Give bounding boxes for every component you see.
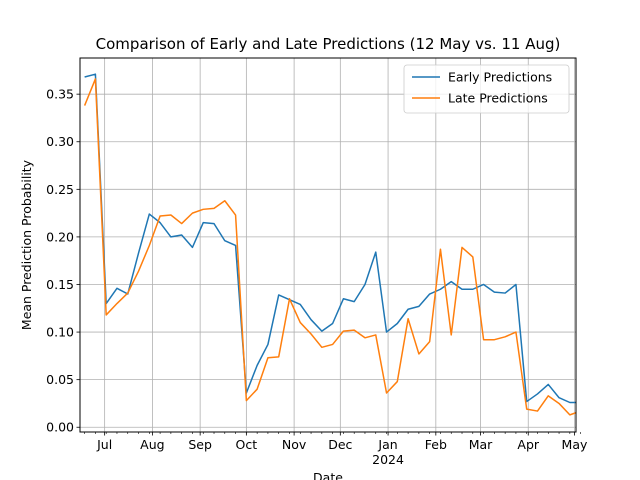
axis-ticks: 0.00 0.05 0.10 0.15 0.20 0.25 0.30 0.35 Jul Aug Se… [46,87,588,467]
plot-frame [79,57,577,433]
chart-title: Comparison of Early and Late Predictions… [96,35,561,53]
x-axis-label: Date [313,470,343,480]
x-tick-label: Dec [328,437,352,452]
series-line [84,73,576,404]
series-early-predictions [84,73,576,404]
y-tick-label: 0.00 [46,420,74,435]
y-tick-label: 0.15 [46,277,74,292]
x-tick-label: Mar [469,437,493,452]
grid [80,58,576,432]
series-late-predictions [83,78,576,416]
x-tick-label: Feb [425,437,447,452]
x-tick-label: Jul [96,437,112,452]
x-tick-label: Jan [377,437,397,452]
x-tick-label: May [562,437,588,452]
legend-box [403,64,570,114]
series-line [83,78,576,416]
x-tick-label: Oct [236,437,258,452]
x-tick-label: Aug [140,437,164,452]
y-tick-label: 0.25 [46,182,74,197]
x-tick-label: Sep [188,437,212,452]
x-tick-year-label: 2024 [372,452,404,467]
plot-lines [83,73,576,416]
x-tick-label: Nov [282,437,307,452]
y-tick-label: 0.35 [46,87,74,102]
legend-label: Late Predictions [448,91,548,106]
legend: Early Predictions Late Predictions [403,64,570,114]
y-tick-label: 0.05 [46,372,74,387]
y-tick-label: 0.30 [46,134,74,149]
legend-label: Early Predictions [448,70,552,85]
y-tick-label: 0.20 [46,229,74,244]
y-tick-label: 0.10 [46,325,74,340]
y-axis-label: Mean Prediction Probability [19,159,34,330]
x-tick-label: Apr [517,437,539,452]
